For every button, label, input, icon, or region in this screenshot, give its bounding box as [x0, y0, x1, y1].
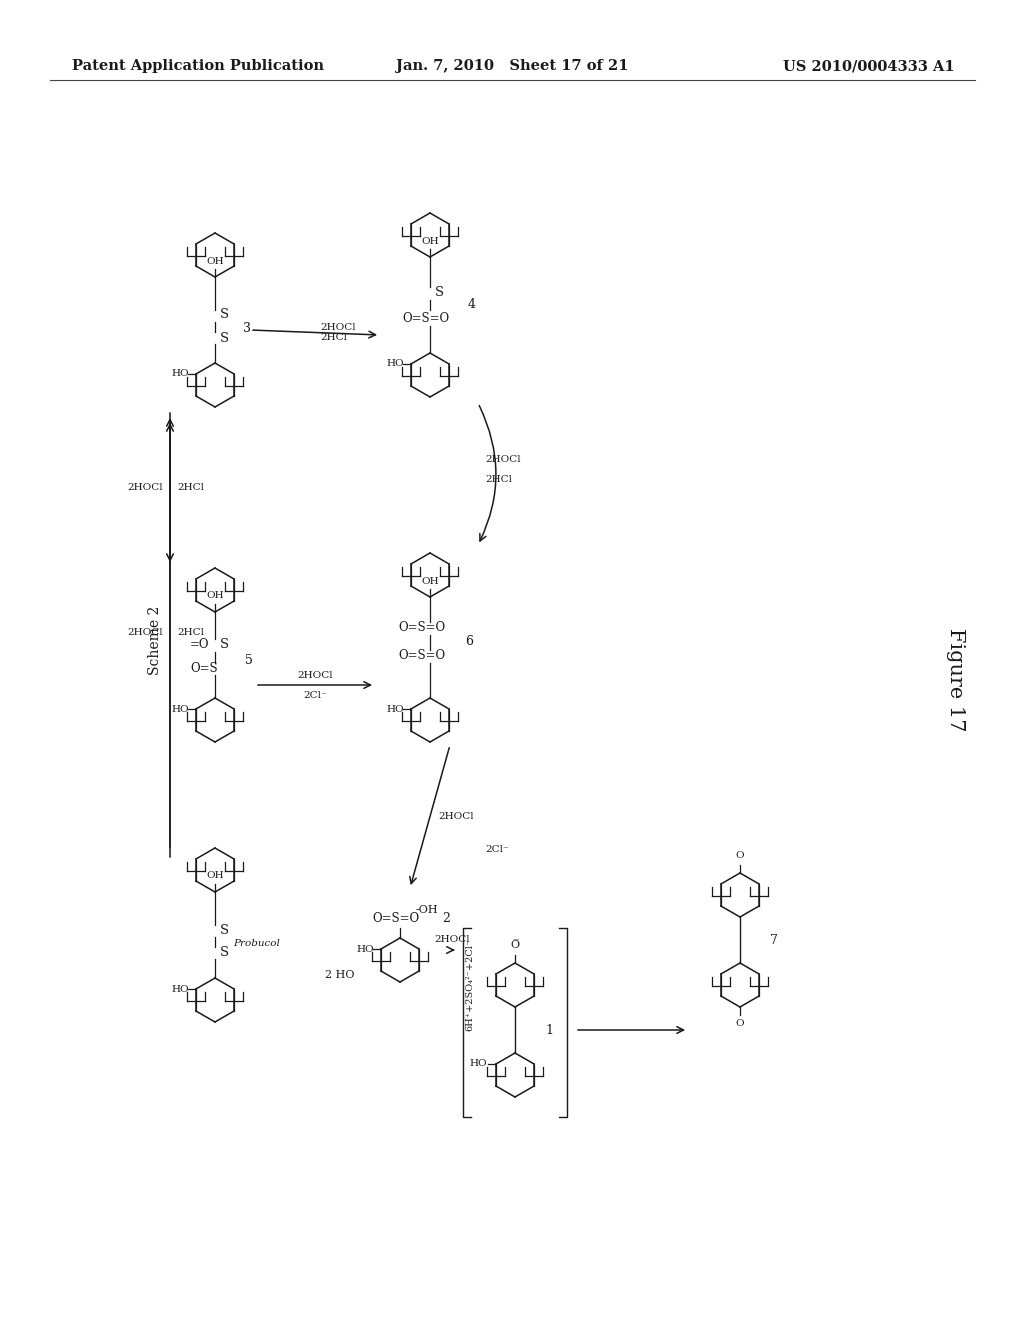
- Text: OH: OH: [421, 577, 439, 586]
- Text: 2Cl⁻: 2Cl⁻: [303, 690, 327, 700]
- Text: O=S=O: O=S=O: [398, 620, 445, 634]
- Text: S: S: [220, 309, 229, 322]
- Text: HO: HO: [171, 985, 188, 994]
- Text: O: O: [735, 1019, 744, 1028]
- Text: 6: 6: [465, 635, 473, 648]
- Text: Figure 17: Figure 17: [945, 628, 965, 731]
- Text: HO: HO: [386, 705, 403, 714]
- Text: S: S: [220, 924, 229, 936]
- Text: 2HCl: 2HCl: [177, 628, 204, 638]
- Text: HO: HO: [386, 359, 403, 368]
- Text: 2HOCl: 2HOCl: [438, 812, 474, 821]
- Text: S: S: [220, 331, 229, 345]
- Text: 2HOCl
2HCl: 2HOCl 2HCl: [319, 323, 355, 342]
- Text: 6H⁺+2SO₄²⁻+2Cl⁻: 6H⁺+2SO₄²⁻+2Cl⁻: [465, 939, 474, 1031]
- Text: HO: HO: [171, 705, 188, 714]
- Text: 2HOCl: 2HOCl: [434, 936, 470, 945]
- Text: 2HCl: 2HCl: [485, 475, 512, 484]
- Text: 7: 7: [770, 933, 778, 946]
- Text: S: S: [220, 946, 229, 960]
- Text: OH: OH: [206, 256, 224, 265]
- Text: 2HOCl: 2HOCl: [297, 671, 333, 680]
- Text: 1: 1: [545, 1023, 553, 1036]
- Text: 2: 2: [442, 912, 450, 924]
- Text: 2HOCl: 2HOCl: [127, 628, 163, 638]
- Text: O=S=O: O=S=O: [402, 313, 450, 326]
- Text: 2HOCl: 2HOCl: [127, 483, 163, 492]
- Text: 2HOCl: 2HOCl: [485, 455, 520, 465]
- Text: -OH: -OH: [416, 906, 438, 915]
- Text: 2HCl: 2HCl: [177, 483, 204, 492]
- Text: O=S=O: O=S=O: [398, 649, 445, 663]
- Text: S: S: [435, 286, 444, 300]
- Text: Patent Application Publication: Patent Application Publication: [72, 59, 324, 73]
- Text: OH: OH: [206, 591, 224, 601]
- Text: =O: =O: [190, 639, 210, 652]
- Text: O̅: O̅: [510, 940, 519, 950]
- Text: Jan. 7, 2010   Sheet 17 of 21: Jan. 7, 2010 Sheet 17 of 21: [395, 59, 629, 73]
- Text: OH: OH: [206, 871, 224, 880]
- Text: OH: OH: [421, 236, 439, 246]
- Text: O=S: O=S: [190, 663, 218, 676]
- Text: 3: 3: [243, 322, 251, 334]
- Text: 2 HO: 2 HO: [325, 970, 354, 979]
- Text: S: S: [220, 639, 229, 652]
- Text: 4: 4: [468, 298, 476, 312]
- Text: US 2010/0004333 A1: US 2010/0004333 A1: [783, 59, 955, 73]
- Text: HO: HO: [356, 945, 374, 953]
- Text: O: O: [735, 851, 744, 861]
- Text: Probucol: Probucol: [233, 939, 280, 948]
- Text: HO: HO: [469, 1060, 486, 1068]
- Text: O=S=O: O=S=O: [372, 912, 419, 924]
- Text: HO: HO: [171, 370, 188, 379]
- Text: Scheme 2: Scheme 2: [148, 606, 162, 675]
- Text: 5: 5: [245, 653, 253, 667]
- Text: 2Cl⁻: 2Cl⁻: [485, 846, 509, 854]
